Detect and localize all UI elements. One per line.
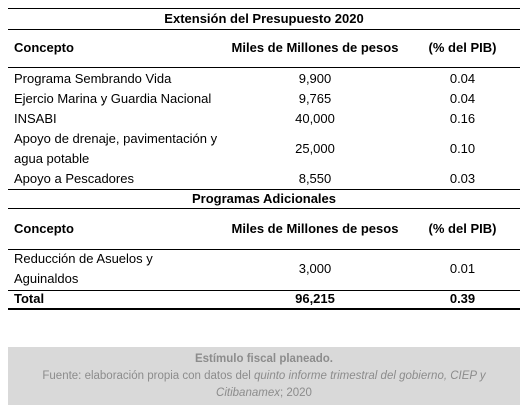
cell: 9,765: [298, 91, 332, 106]
cell: 0.01: [449, 261, 476, 276]
cell: 0.16: [449, 111, 476, 126]
header-cell: Miles de Millones de pesos: [231, 40, 399, 55]
cell: Ejercio Marina y Guardia Nacional: [14, 91, 212, 106]
header-cell: Miles de Millones de pesos: [231, 221, 399, 236]
cell: 3,000: [298, 261, 332, 276]
header-cell: Concepto: [14, 221, 74, 236]
rule: [8, 308, 520, 310]
cell: 40,000: [295, 111, 335, 126]
note-title: Estímulo fiscal planeado.: [194, 353, 334, 365]
table-title: Extensión del Presupuesto 2020: [164, 11, 364, 26]
rule: [8, 8, 520, 9]
source-italic: quinto informe trimestral del gobierno, …: [216, 370, 486, 399]
note-box: Estímulo fiscal planeado. Fuente: elabor…: [8, 347, 520, 405]
cell: 0.04: [449, 91, 476, 106]
source-text: ; 2020: [279, 387, 312, 399]
section-title: Programas Adicionales: [191, 191, 336, 206]
total-cell: Total: [14, 291, 45, 306]
note-source: Fuente: elaboración propia con datos del…: [8, 368, 520, 402]
rule: [8, 208, 520, 209]
cell: Apoyo a Pescadores: [14, 171, 134, 186]
cell: 9,900: [298, 71, 332, 86]
rule: [8, 67, 520, 68]
source-text: Fuente: elaboración propia con datos del: [42, 370, 254, 382]
cell: 25,000: [295, 141, 335, 156]
cell: Reducción de Asuelos y Aguinaldos: [14, 251, 153, 286]
header-cell: (% del PIB): [428, 221, 497, 236]
cell: 0.03: [449, 171, 476, 186]
header-cell: Concepto: [14, 40, 74, 55]
cell: Apoyo de drenaje, pavimentación y agua p…: [14, 131, 218, 166]
cell: 8,550: [298, 171, 332, 186]
cell: 0.10: [449, 141, 476, 156]
total-cell: 0.39: [449, 291, 476, 306]
cell: INSABI: [14, 111, 57, 126]
rule: [8, 189, 520, 190]
cell: 0.04: [449, 71, 476, 86]
total-cell: 96,215: [295, 291, 335, 306]
rule: [8, 29, 520, 30]
rule: [8, 290, 520, 291]
header-cell: (% del PIB): [428, 40, 497, 55]
cell: Programa Sembrando Vida: [14, 71, 172, 86]
rule: [8, 249, 520, 250]
